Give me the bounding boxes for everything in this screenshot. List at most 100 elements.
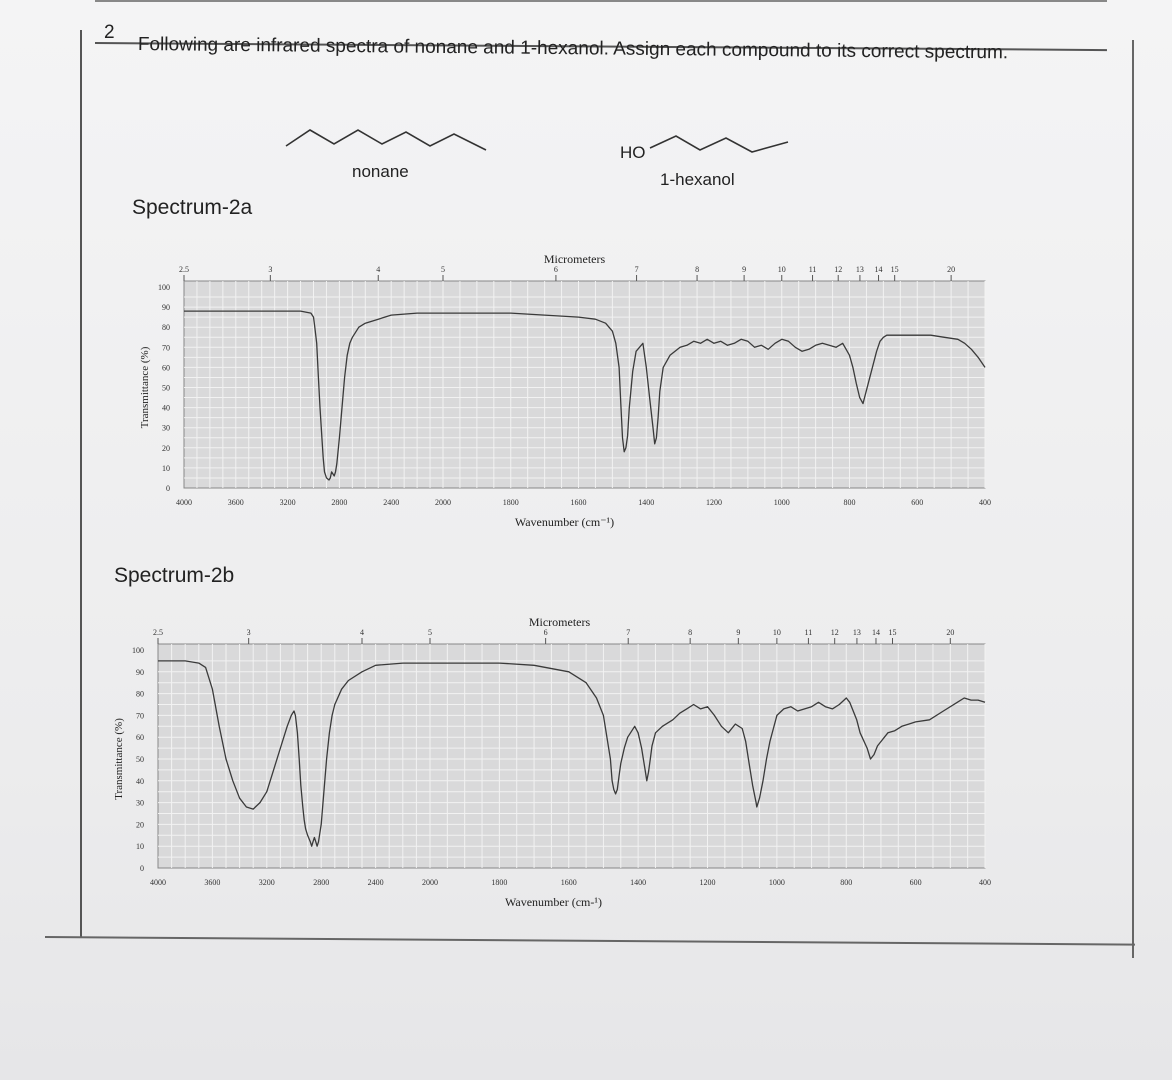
spectrum-2b-xtick-label: 400	[979, 878, 991, 887]
spectrum-2b-top-tick-label: 2.5	[153, 628, 163, 637]
hexanol-structure	[649, 135, 789, 153]
spectrum-2a-top-tick-label: 20	[947, 265, 955, 274]
spectrum-2a-xtick-label: 600	[911, 498, 923, 507]
spectrum-2b-ytick-label: 20	[136, 820, 144, 829]
spectrum-2b-series-line-0	[158, 660, 986, 847]
spectrum-2b-y-axis-label: Transmittance (%)	[113, 718, 125, 800]
spectrum-2a-ytick-label: 30	[162, 424, 170, 433]
spectrum-2b-top-tick-label: 11	[805, 628, 813, 637]
spectrum-2b-top-tick-label: 20	[946, 628, 954, 637]
spectrum-2a-top-tick-label: 13	[856, 265, 864, 274]
spectrum-2a-ytick-label: 80	[162, 323, 170, 332]
spectrum-2a-xtick-label: 1000	[774, 498, 790, 507]
spectrum-2b-ytick-label: 30	[136, 799, 144, 808]
spectrum-2b-ytick-label: 60	[136, 733, 144, 742]
spectrum-2b-title: Spectrum-2b	[114, 564, 235, 587]
spectrum-2b-top-tick-label: 13	[853, 628, 861, 637]
spectrum-2b-xtick-label: 4000	[150, 878, 166, 887]
spectrum-2a-xtick-label: 2800	[331, 498, 347, 507]
spectrum-2b-top-tick-label: 15	[889, 628, 897, 637]
spectrum-2a-xtick-label: 1800	[503, 498, 519, 507]
spectrum-2b-ytick-label: 100	[132, 646, 144, 655]
spectrum-2a-y-axis-label: Transmittance (%)	[139, 346, 151, 428]
spectrum-2a-xtick-label: 1600	[571, 498, 587, 507]
spectrum-2a-top-tick-label: 14	[875, 265, 883, 274]
spectrum-2a-xtick-label: 3200	[280, 498, 296, 507]
spectrum-2a-top-tick-label: 7	[635, 265, 639, 274]
spectrum-2a-top-tick-label: 6	[554, 265, 558, 274]
spectrum-2b-xtick-label: 3600	[204, 878, 220, 887]
spectrum-2b-top-tick-label: 14	[872, 628, 880, 637]
spectrum-2a-top-tick-label: 2.5	[179, 265, 189, 274]
spectrum-2b-xtick-label: 1000	[769, 878, 785, 887]
spectrum-2b-xtick-label: 1400	[630, 878, 646, 887]
hexanol-label: 1-hexanol	[660, 170, 735, 189]
spectrum-2a-xtick-label: 2400	[383, 498, 399, 507]
spectrum-2a-top-tick-label: 5	[441, 265, 445, 274]
spectrum-2a-top-tick-label: 3	[268, 265, 272, 274]
spectrum-2b-ytick-label: 90	[136, 668, 144, 677]
spectrum-2a-ytick-label: 20	[162, 444, 170, 453]
spectrum-2a-ytick-label: 100	[158, 283, 170, 292]
spectrum-2b-xtick-label: 2400	[368, 878, 384, 887]
spectrum-2a-xtick-label: 1200	[706, 498, 722, 507]
spectrum-2a-xtick-label: 4000	[176, 498, 192, 507]
spectrum-2b-xtick-label: 3200	[259, 878, 275, 887]
spectrum-2b-xtick-label: 1200	[700, 878, 716, 887]
spectrum-2b-top-tick-label: 5	[428, 628, 432, 637]
question-border-right	[1132, 40, 1134, 958]
spectrum-2b-xtick-label: 600	[910, 878, 922, 887]
spectrum-2b-top-tick-label: 3	[247, 628, 251, 637]
spectrum-2a-xtick-label: 2000	[435, 498, 451, 507]
spectrum-2b-plot-area	[157, 643, 986, 869]
hexanol-ho-label: HO	[620, 143, 646, 162]
spectrum-2a-top-tick-label: 8	[695, 265, 699, 274]
spectrum-2b-top-tick-label: 4	[360, 628, 364, 637]
spectrum-2a-title: Spectrum-2a	[132, 196, 253, 219]
spectrum-2a-ytick-label: 50	[162, 384, 170, 393]
spectrum-2b-xtick-label: 800	[840, 878, 852, 887]
spectrum-2b-top-tick-label: 12	[831, 628, 839, 637]
spectrum-2a-top-tick-label: 12	[834, 265, 842, 274]
spectrum-2a-ytick-label: 60	[162, 363, 170, 372]
spectrum-2b-ytick-label: 10	[136, 842, 144, 851]
spectrum-2a-ytick-label: 10	[162, 464, 170, 473]
spectrum-2a-xtick-label: 3600	[228, 498, 244, 507]
spectrum-2a-ytick-label: 70	[162, 343, 170, 352]
spectrum-2a-top-axis-label: Micrometers	[544, 252, 606, 266]
spectrum-2a-plot-area	[183, 280, 986, 489]
spectrum-2b-x-axis-label: Wavenumber (cm-¹)	[505, 895, 602, 909]
spectrum-2a-xtick-label: 1400	[638, 498, 654, 507]
spectrum-2a-xtick-label: 400	[979, 498, 991, 507]
spectrum-2b-top-tick-label: 8	[688, 628, 692, 637]
spectrum-2a-x-axis-label: Wavenumber (cm⁻¹)	[515, 515, 614, 529]
question-border-left	[80, 30, 82, 938]
nonane-label: nonane	[352, 162, 409, 181]
spectrum-2a-ytick-label: 90	[162, 303, 170, 312]
spectrum-2b-top-axis-label: Micrometers	[529, 615, 591, 629]
spectrum-2b-top-tick-label: 10	[773, 628, 781, 637]
spectrum-2a-xtick-label: 800	[844, 498, 856, 507]
top-border	[95, 0, 1107, 2]
spectrum-2a-grid	[184, 281, 986, 488]
spectrum-2a-top-tick-label: 10	[778, 265, 786, 274]
spectrum-2a-top-tick-label: 4	[376, 265, 380, 274]
spectrum-2b-top-tick-label: 6	[544, 628, 548, 637]
spectrum-2b-top-tick-label: 7	[626, 628, 630, 637]
spectrum-2b-xtick-label: 2800	[313, 878, 329, 887]
spectrum-2a-series-line-0	[184, 310, 986, 481]
spectrum-2b-xtick-label: 2000	[422, 878, 438, 887]
spectrum-2b-top-tick-label: 9	[736, 628, 740, 637]
spectrum-2b-ytick-label: 40	[136, 777, 144, 786]
question-number: 2	[104, 22, 115, 43]
spectrum-2b-xtick-label: 1800	[491, 878, 507, 887]
spectrum-2a-top-tick-label: 11	[809, 265, 817, 274]
spectrum-2b-ytick-label: 70	[136, 711, 144, 720]
nonane-structure	[285, 129, 487, 151]
spectrum-2b-grid	[158, 644, 986, 868]
spectrum-2b-xtick-label: 1600	[561, 878, 577, 887]
spectrum-2a-ytick-label: 0	[166, 484, 170, 493]
